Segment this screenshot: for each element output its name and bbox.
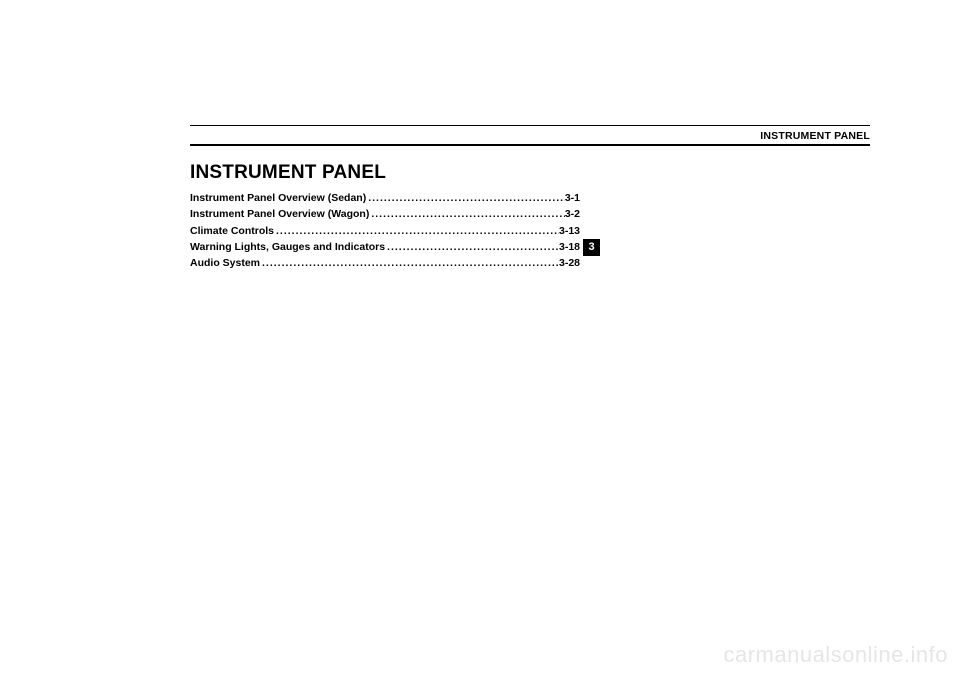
toc-row: Climate Controls 3-13 [190, 223, 580, 239]
toc-label: Audio System [190, 255, 260, 271]
section-title: INSTRUMENT PANEL [190, 162, 870, 184]
toc-leader-dots [369, 206, 565, 222]
toc-leader-dots [366, 190, 565, 206]
rule-thick [190, 144, 870, 146]
toc-page: 3-13 [559, 223, 580, 239]
watermark-text: carmanualsonline.info [723, 642, 948, 668]
toc-row: Instrument Panel Overview (Wagon) 3-2 [190, 206, 580, 222]
toc-page: 3-2 [565, 206, 580, 222]
toc-row: Audio System 3-28 [190, 255, 580, 271]
rule-thin [190, 125, 870, 126]
toc-page: 3-28 [559, 255, 580, 271]
toc-row: Warning Lights, Gauges and Indicators 3-… [190, 239, 580, 255]
toc-label: Warning Lights, Gauges and Indicators [190, 239, 385, 255]
toc-leader-dots [385, 239, 559, 255]
table-of-contents: Instrument Panel Overview (Sedan) 3-1 In… [190, 190, 580, 271]
toc-label: Instrument Panel Overview (Sedan) [190, 190, 366, 206]
toc-leader-dots [260, 255, 559, 271]
toc-leader-dots [274, 223, 559, 239]
toc-label: Instrument Panel Overview (Wagon) [190, 206, 369, 222]
toc-page: 3-1 [565, 190, 580, 206]
toc-label: Climate Controls [190, 223, 274, 239]
toc-row: Instrument Panel Overview (Sedan) 3-1 [190, 190, 580, 206]
page-content: INSTRUMENT PANEL INSTRUMENT PANEL Instru… [190, 125, 870, 271]
toc-page: 3-18 [559, 239, 580, 255]
running-header: INSTRUMENT PANEL [190, 130, 870, 142]
chapter-tab: 3 [583, 239, 600, 256]
